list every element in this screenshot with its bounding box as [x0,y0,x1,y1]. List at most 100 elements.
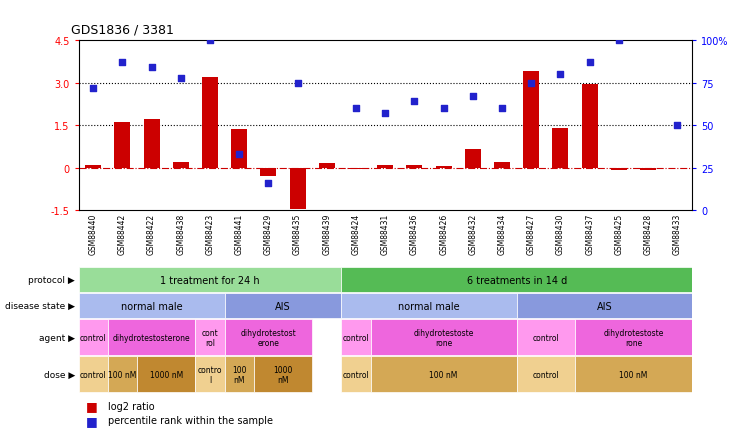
Bar [341,320,370,355]
Bar [370,357,517,392]
Bar [108,357,137,392]
Point [613,38,625,45]
Text: GSM88422: GSM88422 [147,213,156,254]
Text: control: control [533,370,560,379]
Point [408,99,420,105]
Bar [341,293,517,319]
Text: ■: ■ [86,399,98,412]
Bar [582,85,598,168]
Text: GSM88439: GSM88439 [322,213,331,255]
Bar [85,165,101,168]
Bar [494,162,510,168]
Bar [195,357,224,392]
Text: GSM88440: GSM88440 [89,213,98,255]
Point [146,65,158,72]
Bar [173,162,188,168]
Text: dihydrotestoste
rone: dihydrotestoste rone [414,328,473,347]
Point [233,151,245,158]
Text: control: control [343,370,370,379]
Text: 100 nM: 100 nM [429,370,458,379]
Text: AIS: AIS [275,301,291,311]
Text: 100 nM: 100 nM [619,370,648,379]
Bar [79,293,224,319]
Text: normal male: normal male [120,301,183,311]
Point [438,105,450,112]
Bar [319,164,335,168]
Text: dihydrotestost
erone: dihydrotestost erone [241,328,296,347]
Text: GSM88424: GSM88424 [352,213,361,254]
Bar [553,128,568,168]
Bar [341,267,692,293]
Text: 1000
nM: 1000 nM [273,365,292,384]
Text: GSM88435: GSM88435 [293,213,302,255]
Bar [377,165,393,168]
Text: GSM88430: GSM88430 [556,213,565,255]
Text: ■: ■ [86,414,98,427]
Bar [260,168,277,177]
Point [175,75,187,82]
Bar [231,130,247,168]
Text: GSM88436: GSM88436 [410,213,419,255]
Bar [575,320,692,355]
Text: dose ▶: dose ▶ [43,370,75,379]
Bar [341,357,370,392]
Text: GSM88437: GSM88437 [585,213,594,255]
Bar [79,320,108,355]
Bar [575,357,692,392]
Text: GSM88441: GSM88441 [235,213,244,254]
Text: protocol ▶: protocol ▶ [28,276,75,284]
Bar [406,166,423,168]
Bar [195,320,224,355]
Bar [144,120,159,168]
Text: cont
rol: cont rol [202,328,218,347]
Bar [465,150,481,168]
Point [263,180,275,187]
Bar [108,320,195,355]
Point [117,60,129,67]
Text: percentile rank within the sample: percentile rank within the sample [108,415,274,425]
Point [292,80,304,87]
Bar [114,123,130,168]
Point [583,60,595,67]
Bar [517,320,575,355]
Text: 6 treatments in 14 d: 6 treatments in 14 d [467,275,567,285]
Bar [348,168,364,170]
Text: control: control [533,333,560,342]
Text: GSM88423: GSM88423 [206,213,215,254]
Text: 1000 nM: 1000 nM [150,370,183,379]
Bar [224,357,254,392]
Text: GDS1836 / 3381: GDS1836 / 3381 [71,24,174,37]
Bar [224,320,312,355]
Text: GSM88425: GSM88425 [614,213,623,254]
Bar [524,72,539,168]
Text: GSM88429: GSM88429 [264,213,273,254]
Bar [224,293,341,319]
Text: GSM88426: GSM88426 [439,213,448,254]
Text: GSM88433: GSM88433 [672,213,681,255]
Bar [640,168,656,171]
Point [467,94,479,101]
Bar [79,357,108,392]
Text: control: control [343,333,370,342]
Text: log2 ratio: log2 ratio [108,401,155,411]
Text: GSM88431: GSM88431 [381,213,390,254]
Point [671,122,683,129]
Bar [435,166,452,168]
Bar [79,267,341,293]
Bar [202,78,218,168]
Text: dihydrotestosterone: dihydrotestosterone [113,333,191,342]
Text: GSM88432: GSM88432 [468,213,477,254]
Text: GSM88427: GSM88427 [527,213,536,254]
Bar [370,320,517,355]
Point [554,72,566,79]
Point [350,105,362,112]
Text: GSM88442: GSM88442 [118,213,127,254]
Bar [254,357,312,392]
Text: GSM88428: GSM88428 [643,213,652,254]
Text: 100
nM: 100 nM [232,365,246,384]
Text: GSM88438: GSM88438 [177,213,186,254]
Text: control: control [80,333,106,342]
Text: control: control [80,370,106,379]
Point [88,85,99,92]
Text: 1 treatment for 24 h: 1 treatment for 24 h [160,275,260,285]
